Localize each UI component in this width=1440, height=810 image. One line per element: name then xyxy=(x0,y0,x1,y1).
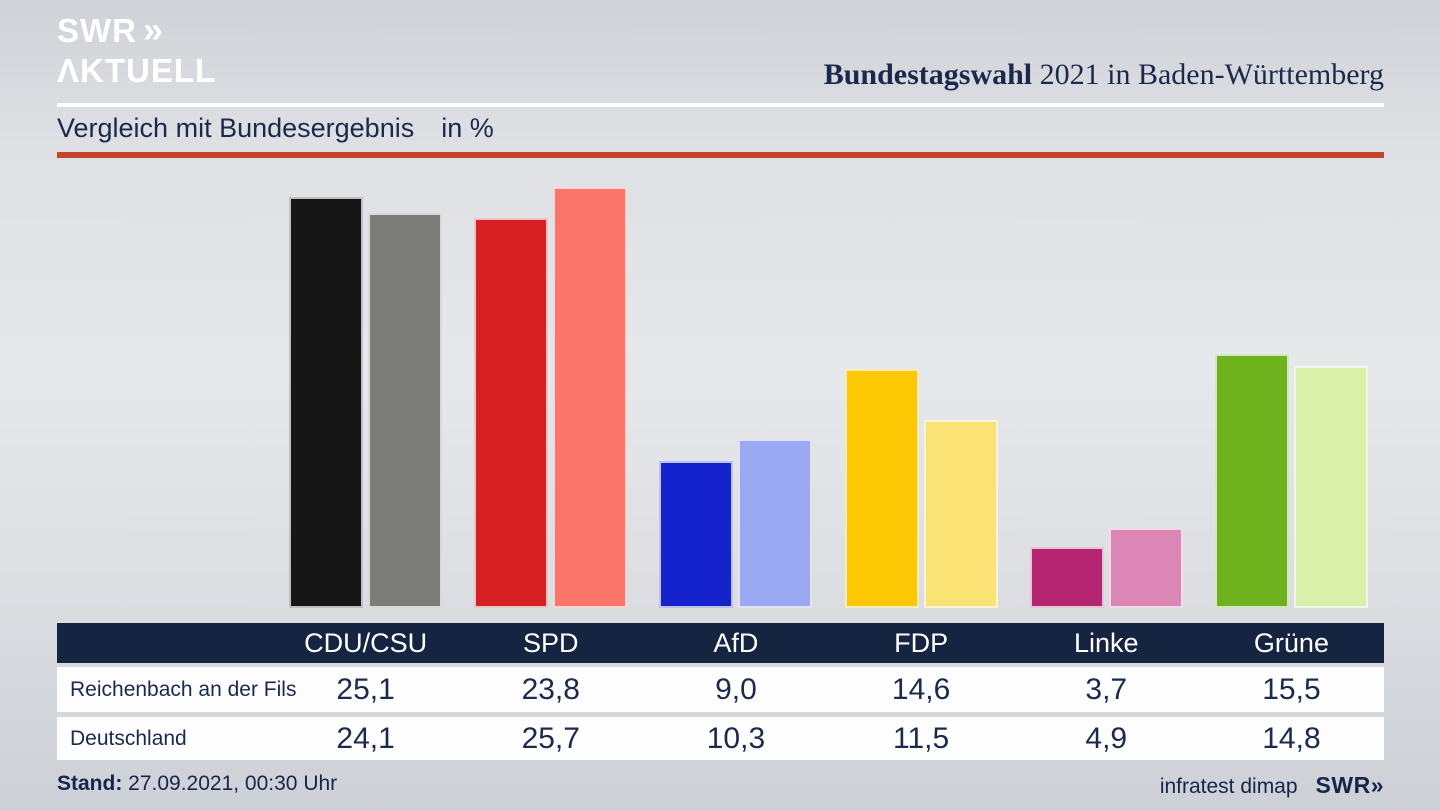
bar-fdp-local xyxy=(844,369,919,608)
bar-gr-ne-local xyxy=(1214,354,1289,608)
source-credit: infratest dimap SWR» xyxy=(1160,772,1384,799)
column-header-linke: Linke xyxy=(1074,627,1139,658)
value-afd-row0: 9,0 xyxy=(715,672,757,706)
timestamp-value: 27.09.2021, 00:30 Uhr xyxy=(122,772,338,795)
bar-group-spd xyxy=(458,159,643,608)
bar-cdu-csu-local xyxy=(289,197,364,608)
bar-afd-local xyxy=(659,461,734,608)
chart-subtitle: Vergleich mit Bundesergebnis in % xyxy=(57,113,494,144)
double-chevron-icon: » xyxy=(143,9,163,50)
subtitle-unit: in % xyxy=(441,113,494,143)
bar-group-gr-ne xyxy=(1199,159,1384,608)
table-row-0: Reichenbach an der Fils 25,1 23,8 9,0 14,6 3… xyxy=(57,667,1384,712)
bar-spd-federal xyxy=(553,187,628,608)
bar-group-fdp xyxy=(829,159,1014,608)
value-afd-row1: 10,3 xyxy=(706,721,766,755)
page-title-bold: Bundestagswahl xyxy=(823,58,1033,91)
column-header-spd: SPD xyxy=(522,627,579,658)
bar-chart xyxy=(273,159,1384,608)
page-title-rest: 2021 in Baden-Württemberg xyxy=(1032,58,1384,91)
value-gr-ne-row1: 14,8 xyxy=(1262,721,1321,755)
row-label-deutschland: Deutschland xyxy=(70,726,187,750)
logo-swr-text: SWR xyxy=(57,12,137,49)
timestamp-label: Stand: xyxy=(57,772,123,795)
value-fdp-row0: 14,6 xyxy=(891,672,951,706)
bar-afd-federal xyxy=(738,439,813,608)
row-label-reichenbach: Reichenbach an der Fils xyxy=(70,677,297,701)
logo-line2: ΛKTUELL xyxy=(57,52,217,89)
bar-cdu-csu-federal xyxy=(368,213,443,608)
column-header-fdp: FDP xyxy=(894,627,949,658)
timestamp: Stand: 27.09.2021, 00:30 Uhr xyxy=(57,772,337,796)
value-cdu-csu-row1: 24,1 xyxy=(336,721,395,755)
subtitle-text: Vergleich mit Bundesergebnis xyxy=(57,113,415,143)
bar-group-cdu-csu xyxy=(273,159,458,608)
value-spd-row1: 25,7 xyxy=(521,721,580,755)
bar-gr-ne-federal xyxy=(1293,366,1368,608)
bar-fdp-federal xyxy=(923,420,998,608)
bar-group-afd xyxy=(643,159,828,608)
swr-brand-mark: SWR» xyxy=(1315,772,1384,798)
swr-aktuell-logo: SWR» ΛKTUELL xyxy=(57,10,216,91)
value-gr-ne-row0: 15,5 xyxy=(1262,672,1321,706)
bar-linke-federal xyxy=(1108,528,1183,608)
logo-line1: SWR» xyxy=(57,10,216,51)
bar-spd-local xyxy=(474,218,549,608)
red-divider-line xyxy=(57,152,1384,158)
bar-group-linke xyxy=(1014,159,1199,608)
value-spd-row0: 23,8 xyxy=(521,672,580,706)
page-title: Bundestagswahl 2021 in Baden-Württemberg xyxy=(824,58,1384,92)
bar-linke-local xyxy=(1029,547,1104,608)
value-linke-row0: 3,7 xyxy=(1085,672,1128,706)
column-header-cdu-csu: CDU/CSU xyxy=(304,627,428,658)
table-row-1: Deutschland 24,1 25,7 10,3 11,5 4,9 14,8 xyxy=(57,717,1384,760)
value-cdu-csu-row0: 25,1 xyxy=(336,672,395,706)
value-linke-row1: 4,9 xyxy=(1085,721,1128,755)
source-name: infratest dimap xyxy=(1159,775,1298,798)
table-header-row: CDU/CSU SPD AfD FDP Linke Grüne xyxy=(57,623,1384,663)
white-divider-line xyxy=(57,103,1384,107)
column-header-gr-ne: Grüne xyxy=(1253,627,1329,658)
column-header-afd: AfD xyxy=(713,627,759,658)
value-fdp-row1: 11,5 xyxy=(893,721,950,755)
